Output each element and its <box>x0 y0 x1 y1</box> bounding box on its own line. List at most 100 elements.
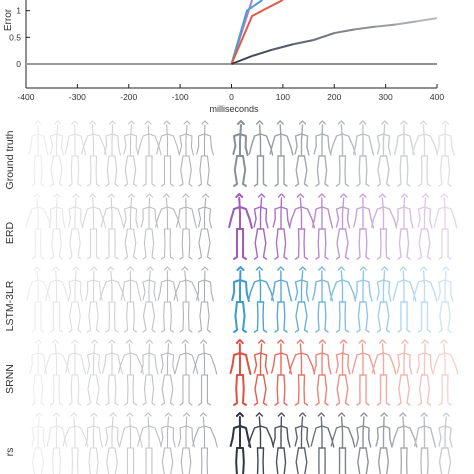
skeleton-sequences: Ground truth ERD LSTM-3LR SRNN rs <box>4 120 459 474</box>
skeleton-figure <box>352 120 375 187</box>
series-segment <box>416 17 437 23</box>
skeleton-figure <box>102 339 123 406</box>
skeleton-figure <box>119 412 143 474</box>
skeleton-figure <box>270 266 293 333</box>
skeleton-figure <box>229 412 252 474</box>
x-tick-label: 100 <box>276 92 290 102</box>
series-line <box>230 0 263 65</box>
series-lines <box>26 0 437 65</box>
skeleton-figure <box>99 266 126 333</box>
skeleton-figure <box>155 193 181 260</box>
skeleton-figure <box>49 120 65 187</box>
skeleton-figure <box>192 412 218 474</box>
skeleton-figure <box>173 266 200 333</box>
skeleton-figure <box>232 120 249 187</box>
skeleton-figure <box>412 266 438 333</box>
skeleton-figure <box>437 266 454 333</box>
series-segment <box>395 20 417 26</box>
skeleton-figure <box>313 339 332 406</box>
skeleton-figure <box>86 339 102 406</box>
skeleton-figure <box>44 339 70 406</box>
skeleton-figure <box>355 412 372 474</box>
skeleton-figure <box>330 412 356 474</box>
skeleton-figure <box>81 193 107 260</box>
skeleton-figure <box>105 412 120 474</box>
skeleton-figure <box>31 412 46 474</box>
skeleton-figure <box>433 193 458 260</box>
row-label: rs <box>4 448 16 457</box>
skeleton-row: LSTM-3LR <box>4 266 454 333</box>
skeleton-figure <box>157 266 179 333</box>
skeleton-figure <box>395 193 414 260</box>
series-segment <box>292 39 314 46</box>
skeleton-figure <box>370 193 398 260</box>
skeleton-figure <box>416 339 434 406</box>
skeleton-figure <box>48 193 66 260</box>
skeleton-figure <box>67 193 84 260</box>
skeleton-figure <box>270 339 293 406</box>
row-label: Ground truth <box>4 130 16 189</box>
skeleton-figure <box>294 120 310 187</box>
skeleton-figure <box>197 193 213 260</box>
skeleton-figure <box>396 339 413 406</box>
skeleton-figure <box>288 193 316 260</box>
skeleton-figure <box>247 266 275 333</box>
skeleton-figure <box>26 266 51 333</box>
series-segment <box>251 48 273 57</box>
skeleton-figure <box>85 412 103 474</box>
skeleton-figure <box>45 266 69 333</box>
skeleton-figure <box>29 339 48 406</box>
skeleton-figure <box>311 266 334 333</box>
skeleton-figure <box>137 412 162 474</box>
skeleton-figure <box>294 412 310 474</box>
skeleton-figure <box>269 120 294 187</box>
skeleton-figure <box>247 412 275 474</box>
x-tick-label: -400 <box>17 92 34 102</box>
axes: -400 -300 -200 -100 0 100 200 300 400 0 0.5 1 <box>9 0 444 102</box>
skeleton-figure <box>335 339 351 406</box>
skeleton-figure <box>371 339 397 406</box>
x-tick-label: 300 <box>379 92 393 102</box>
skeleton-figure <box>436 120 455 187</box>
skeleton-figure <box>231 266 250 333</box>
skeleton-figure <box>196 120 214 187</box>
skeleton-figure <box>179 120 194 187</box>
skeleton-figure <box>160 412 176 474</box>
skeleton-figure <box>392 266 417 333</box>
series-segment <box>354 25 376 31</box>
x-tick-label: -200 <box>120 92 137 102</box>
skeleton-figure <box>120 266 142 333</box>
skeleton-figure <box>417 193 433 260</box>
series-segment <box>334 28 355 35</box>
skeleton-figure <box>411 120 439 187</box>
x-tick-label: 0 <box>229 92 234 102</box>
x-tick-label: -100 <box>172 92 189 102</box>
skeleton-row: ERD <box>4 193 458 260</box>
skeleton-figure <box>65 339 86 406</box>
series-segment <box>375 23 397 28</box>
skeleton-figure <box>103 120 122 187</box>
skeleton-figure <box>310 412 335 474</box>
skeleton-figure <box>62 412 89 474</box>
skeleton-figure <box>253 339 269 406</box>
skeleton-figure <box>288 339 316 406</box>
skeleton-figure <box>313 120 332 187</box>
skeleton-figure <box>228 193 253 260</box>
skeleton-figure <box>140 339 159 406</box>
skeleton-figure <box>253 193 269 260</box>
skeleton-figure <box>176 193 197 260</box>
skeleton-figure <box>118 339 144 406</box>
skeleton-figure <box>329 266 357 333</box>
skeleton-figure <box>192 339 218 406</box>
skeleton-figure <box>25 193 52 260</box>
skeleton-figure <box>351 339 376 406</box>
skeleton-figure <box>335 193 351 260</box>
skeleton-figure <box>329 120 357 187</box>
skeleton-figure <box>311 193 334 260</box>
skeleton-figure <box>393 120 416 187</box>
series-segment <box>272 43 294 51</box>
skeleton-figure <box>354 266 373 333</box>
skeleton-figure <box>391 412 418 474</box>
skeleton-figure <box>178 412 195 474</box>
row-label: SRNN <box>4 364 16 394</box>
